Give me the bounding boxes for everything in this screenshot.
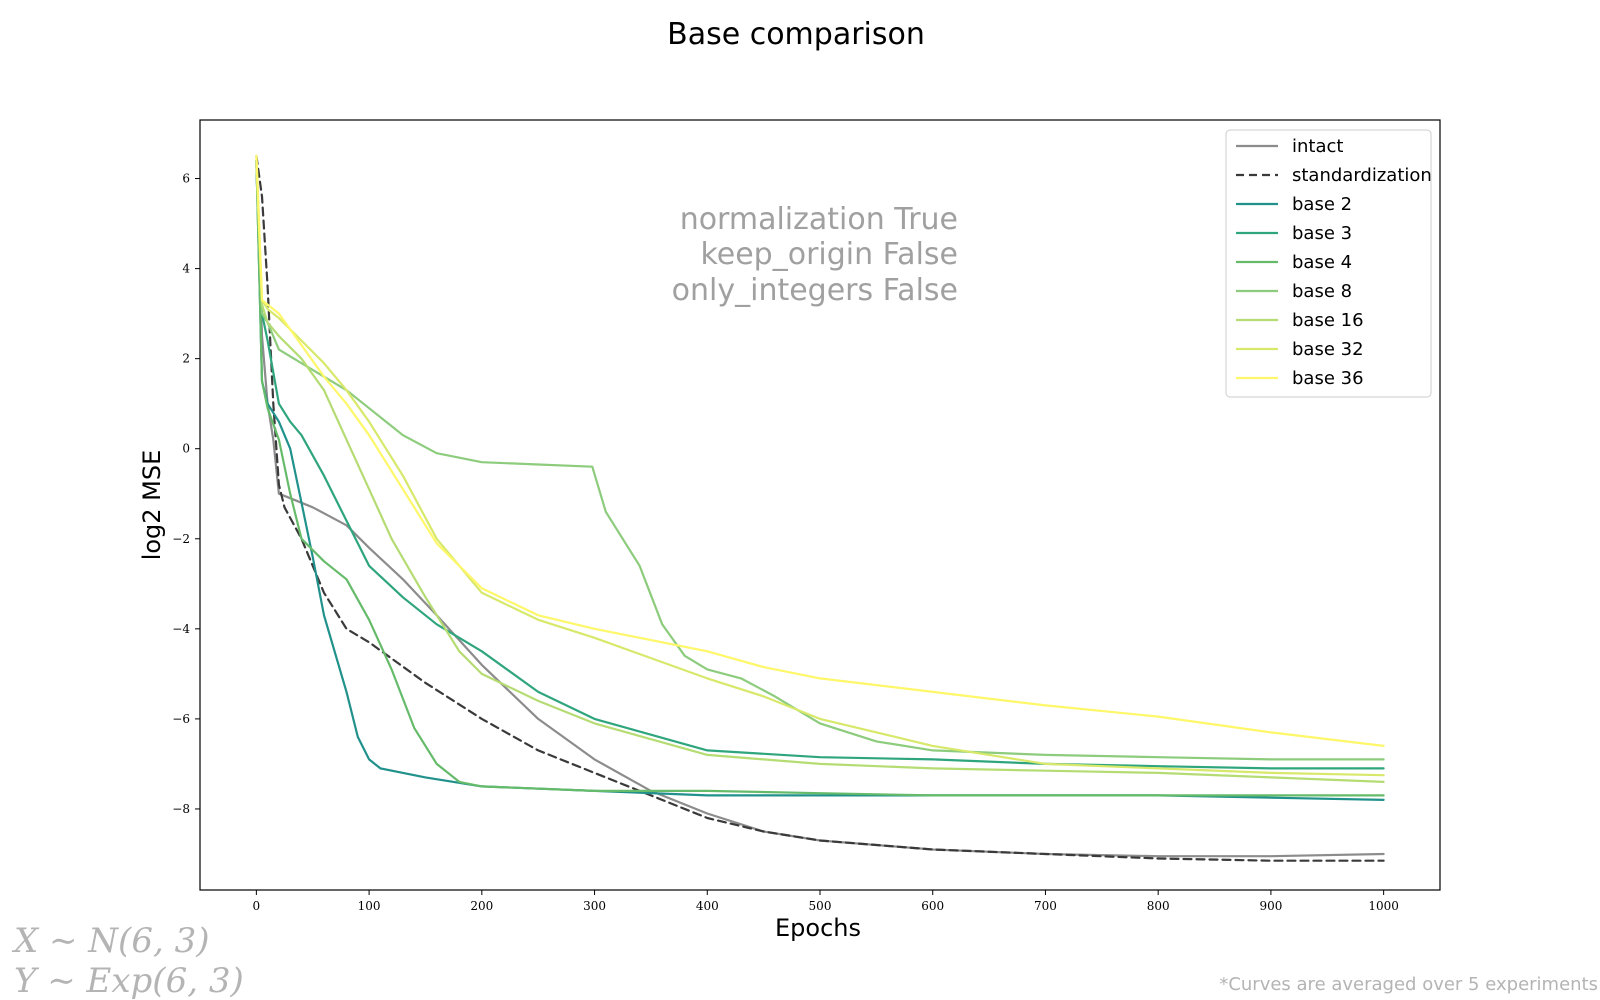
y-tick-label: 4 <box>182 262 190 276</box>
annotation-block: normalization True keep_origin False onl… <box>672 202 958 308</box>
x-tick-label: 500 <box>809 899 832 913</box>
y-tick-label: −6 <box>172 712 190 726</box>
y-axis-label: log2 MSE <box>138 450 166 561</box>
annotation-keep-origin: keep_origin False <box>700 237 958 272</box>
x-tick-label: 600 <box>921 899 944 913</box>
x-tick-label: 1000 <box>1368 899 1399 913</box>
legend-label-base-3: base 3 <box>1292 223 1352 244</box>
legend-box <box>1225 129 1432 398</box>
x-tick-label: 400 <box>696 899 719 913</box>
y-axis-ticks: 6 4 2 0 −2 −4 −6 −8 <box>172 172 200 816</box>
x-tick-label: 100 <box>358 899 381 913</box>
series-line-standardization <box>255 154 1385 862</box>
series-line-base-16 <box>255 159 1385 783</box>
y-tick-label: 6 <box>182 172 190 186</box>
legend-label-base-36: base 36 <box>1292 368 1364 389</box>
legend-label-base-4: base 4 <box>1292 252 1352 273</box>
legend: intact standardization base 2 base 3 base 4 b… <box>1225 129 1432 398</box>
legend-label-base-16: base 16 <box>1292 310 1364 331</box>
series-line-base-8 <box>255 163 1385 761</box>
series-line-base-36 <box>255 154 1385 747</box>
x-axis-ticks: 0 100 200 300 400 500 600 700 800 900 1000 <box>253 890 1399 913</box>
legend-label-standardization: standardization <box>1292 165 1432 186</box>
annotation-normalization: normalization True <box>680 202 958 237</box>
formula-y: Y ∼ Exp(6, 3) <box>14 961 244 1000</box>
formula-x: X ∼ N(6, 3) <box>11 921 209 961</box>
x-tick-label: 300 <box>583 899 606 913</box>
series-line-base-3 <box>255 159 1385 770</box>
y-tick-label: −4 <box>172 622 190 636</box>
x-tick-label: 700 <box>1034 899 1057 913</box>
x-tick-label: 200 <box>470 899 493 913</box>
x-tick-label: 900 <box>1259 899 1282 913</box>
y-tick-label: 0 <box>182 442 190 456</box>
legend-label-intact: intact <box>1292 136 1343 157</box>
y-tick-label: −2 <box>172 532 190 546</box>
footnote: *Curves are averaged over 5 experiments <box>1219 974 1598 995</box>
annotation-only-integers: only_integers False <box>672 273 958 308</box>
legend-label-base-2: base 2 <box>1292 194 1352 215</box>
legend-label-base-32: base 32 <box>1292 339 1364 360</box>
x-tick-label: 0 <box>253 899 261 913</box>
x-tick-label: 800 <box>1147 899 1170 913</box>
legend-label-base-8: base 8 <box>1292 281 1352 302</box>
y-tick-label: 2 <box>182 352 190 366</box>
y-tick-label: −8 <box>172 802 190 816</box>
series-layer <box>255 154 1385 862</box>
series-line-base-4 <box>255 159 1385 797</box>
chart-title: Base comparison <box>667 17 925 52</box>
x-axis-label: Epochs <box>775 914 861 942</box>
